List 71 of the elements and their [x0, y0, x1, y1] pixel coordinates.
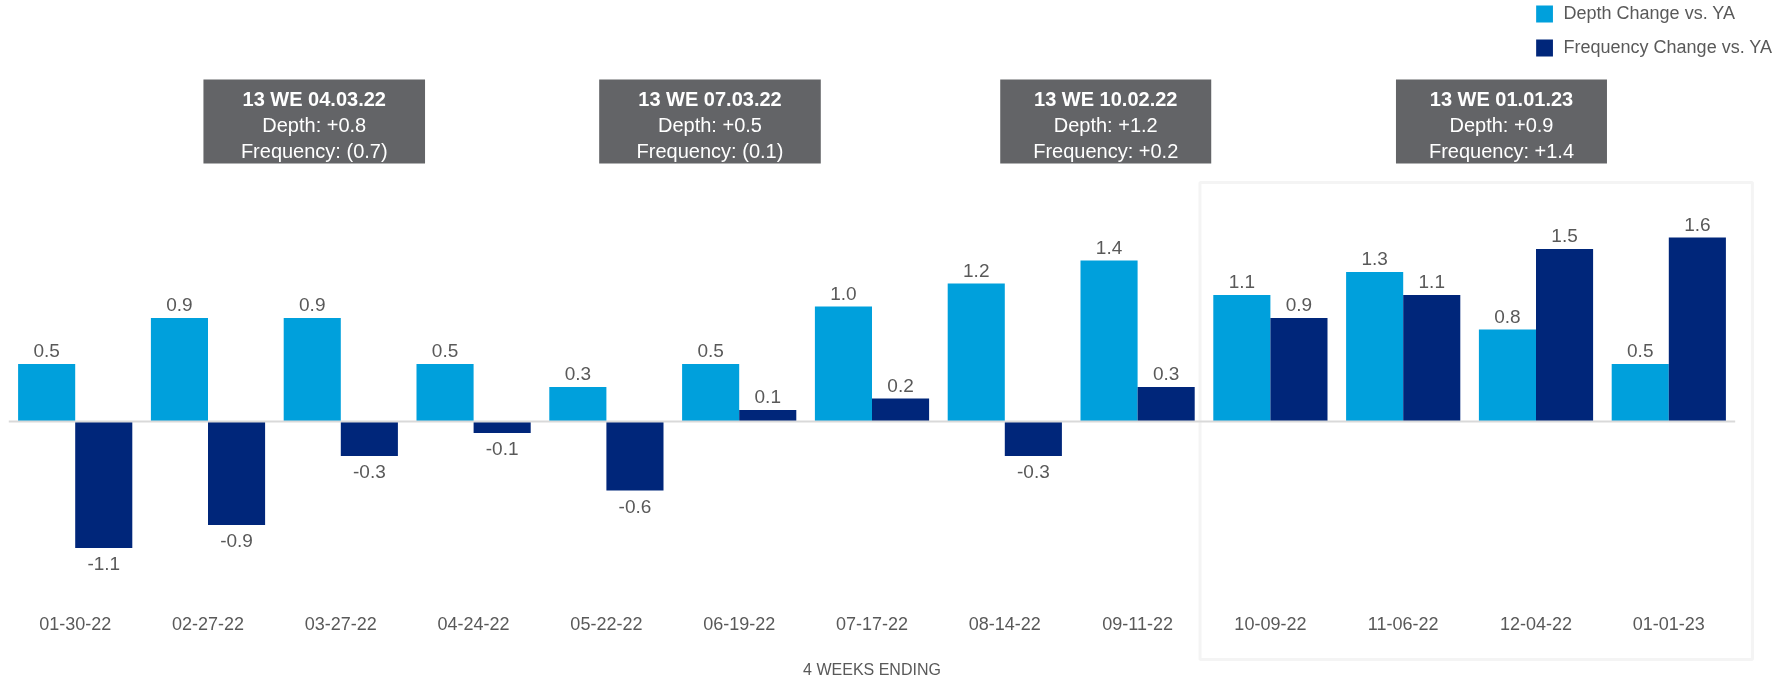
bar	[1668, 237, 1726, 422]
bar	[872, 398, 930, 422]
bar	[606, 421, 664, 491]
x-tick-label: 04-24-22	[437, 614, 510, 634]
data-label: 0.5	[431, 340, 459, 361]
data-label: -0.3	[1016, 461, 1050, 482]
data-label: 0.5	[33, 340, 60, 361]
legend-label: Depth Change vs. YA	[1563, 3, 1735, 24]
data-label: 1.6	[1684, 213, 1711, 235]
data-label: 1.5	[1551, 225, 1578, 246]
data-label: 0.9	[299, 294, 326, 315]
data-label: -0.1	[485, 438, 519, 459]
bar	[1270, 318, 1328, 422]
bar	[947, 283, 1005, 422]
data-label: 1.3	[1361, 248, 1388, 269]
bar	[1478, 329, 1536, 422]
text: 13 WE 01.01.23 Depth: +0.9 Frequency: +1.4	[1428, 87, 1575, 162]
data-label: 0.3	[1152, 363, 1180, 384]
bar	[416, 364, 474, 422]
data-label: -0.9	[220, 530, 253, 551]
data-label: 0.8	[1494, 305, 1521, 327]
x-tick-label: 09-11-22	[1102, 614, 1173, 634]
data-label: 1.1	[1418, 271, 1445, 292]
data-label: 1.2	[963, 259, 990, 281]
legend-label: Frequency Change vs. YA	[1563, 37, 1772, 58]
bar	[150, 318, 208, 422]
data-label: 0.3	[564, 363, 592, 384]
x-tick-label: 06-19-22	[703, 614, 776, 634]
x-tick-label: 01-01-23	[1632, 614, 1705, 634]
text: 13 WE 10.02.22 Depth: +1.2 Frequency: +0.2	[1033, 87, 1179, 162]
data-label: 1.1	[1228, 271, 1256, 292]
bar	[549, 387, 607, 422]
bar	[1611, 364, 1669, 422]
bar	[283, 318, 341, 422]
x-tick-label: 08-14-22	[968, 614, 1041, 634]
bar	[814, 306, 872, 422]
bar	[739, 410, 797, 422]
data-label: 0.1	[754, 386, 781, 407]
x-tick-label: 07-17-22	[835, 614, 909, 634]
bar	[1536, 249, 1594, 422]
data-label: -1.1	[87, 553, 121, 574]
data-label: 0.9	[1285, 294, 1313, 315]
bar	[1403, 295, 1461, 422]
bar	[1080, 260, 1138, 422]
data-label: 0.2	[887, 374, 914, 396]
x-axis-title: 4 WEEKS ENDING	[803, 661, 941, 678]
bar	[1346, 272, 1404, 422]
x-tick-label: 12-04-22	[1499, 614, 1573, 634]
data-label: 0.5	[697, 340, 724, 361]
x-tick-label: 10-09-22	[1234, 614, 1307, 634]
bar	[75, 421, 133, 548]
data-label: 1.4	[1095, 236, 1123, 258]
x-tick-label: 05-22-22	[570, 614, 643, 634]
bar	[1213, 295, 1271, 422]
data-label: 1.0	[830, 282, 857, 304]
bar	[18, 364, 76, 422]
data-label: 0.9	[166, 294, 193, 315]
data-label: -0.3	[352, 461, 386, 482]
bar	[1004, 421, 1062, 456]
x-tick-label: 03-27-22	[304, 614, 377, 634]
bar	[340, 421, 398, 456]
bar	[1137, 387, 1195, 422]
bar	[682, 364, 740, 422]
x-tick-label: 02-27-22	[171, 614, 245, 634]
x-tick-label: 11-06-22	[1367, 614, 1439, 634]
text: 13 WE 04.03.22 Depth: +0.8 Frequency: (0.7)	[240, 87, 388, 162]
x-tick-label: 01-30-22	[39, 614, 112, 634]
text: 13 WE 07.03.22 Depth: +0.5 Frequency: (0.1)	[636, 87, 784, 162]
data-label: -0.6	[618, 495, 652, 517]
bar	[208, 421, 266, 525]
data-label: 0.5	[1627, 340, 1654, 361]
